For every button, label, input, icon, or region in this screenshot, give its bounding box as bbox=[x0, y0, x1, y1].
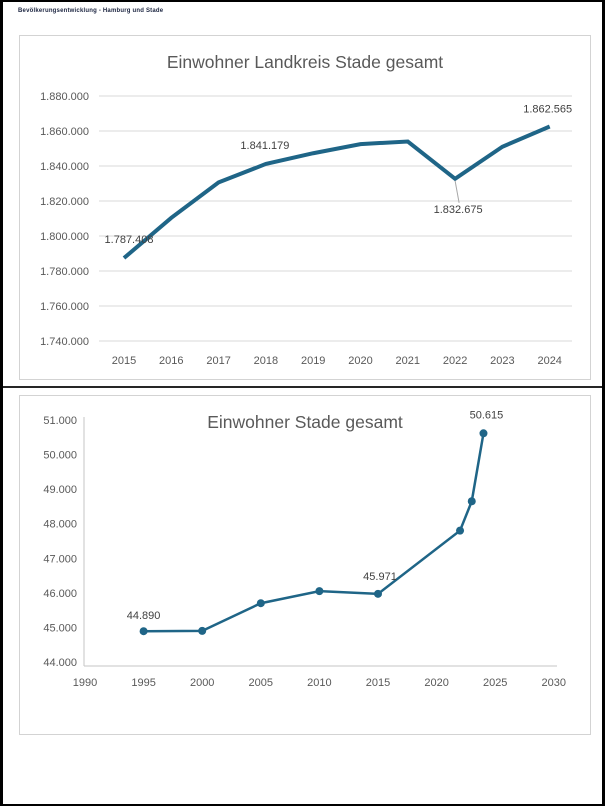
y-tick-label: 1.860.000 bbox=[40, 126, 89, 138]
y-tick-label: 49.000 bbox=[43, 484, 77, 496]
x-tick-label: 2021 bbox=[396, 355, 420, 367]
x-tick-label: 2017 bbox=[206, 355, 230, 367]
chart1-panel: 1.880.000 1.860.000 1.840.000 1.820.000 1.80… bbox=[19, 35, 591, 380]
data-label: 44.890 bbox=[127, 610, 161, 622]
x-tick-label: 2023 bbox=[490, 355, 514, 367]
x-tick-label: 2022 bbox=[443, 355, 467, 367]
chart2-canvas: 51.000 50.000 49.000 48.000 47.000 46.000 45.0… bbox=[43, 409, 566, 689]
y-tick-label: 51.000 bbox=[43, 415, 77, 427]
data-point-marker bbox=[374, 589, 382, 598]
x-tick-label: 2000 bbox=[190, 677, 214, 689]
data-point-marker bbox=[198, 626, 207, 635]
document-header-text: Bevölkerungsentwicklung - Hamburg und St… bbox=[18, 8, 164, 14]
data-point-marker bbox=[467, 497, 476, 506]
x-tick-label: 2025 bbox=[483, 677, 507, 689]
y-tick-label: 1.740.000 bbox=[40, 336, 89, 348]
data-label: 1.787.408 bbox=[105, 234, 154, 246]
x-tick-label: 2010 bbox=[307, 677, 331, 689]
data-point-marker bbox=[256, 599, 265, 608]
y-tick-label: 1.760.000 bbox=[40, 301, 89, 313]
data-label: 1.841.179 bbox=[240, 140, 289, 152]
y-tick-label: 50.000 bbox=[43, 450, 77, 462]
data-label-leader-line bbox=[454, 180, 460, 203]
x-tick-label: 2019 bbox=[301, 355, 325, 367]
x-tick-label: 2030 bbox=[542, 677, 566, 689]
x-tick-label: 2005 bbox=[249, 677, 273, 689]
y-tick-label: 1.780.000 bbox=[40, 266, 89, 278]
chart1-title: Einwohner Landkreis Stade gesamt bbox=[166, 52, 444, 72]
data-label: 50.615 bbox=[470, 409, 504, 421]
y-tick-label: 48.000 bbox=[43, 519, 77, 531]
x-tick-label: 2015 bbox=[112, 355, 136, 367]
chart2-panel: 51.000 50.000 49.000 48.000 47.000 46.000 45.0… bbox=[19, 395, 591, 735]
chart2-title: Einwohner Stade gesamt bbox=[207, 412, 403, 432]
y-tick-label: 46.000 bbox=[43, 588, 77, 600]
y-tick-label: 1.880.000 bbox=[40, 91, 89, 103]
data-point-marker bbox=[456, 526, 465, 535]
section-divider bbox=[3, 386, 602, 388]
series-line bbox=[143, 433, 485, 633]
data-point-marker bbox=[139, 627, 148, 636]
y-tick-label: 45.000 bbox=[43, 622, 77, 634]
y-tick-label: 47.000 bbox=[43, 553, 77, 565]
data-point-marker bbox=[479, 429, 488, 438]
y-tick-label: 1.800.000 bbox=[40, 231, 89, 243]
x-tick-label: 2020 bbox=[348, 355, 372, 367]
y-tick-label: 1.840.000 bbox=[40, 161, 89, 173]
data-point-marker bbox=[315, 587, 324, 596]
x-tick-label: 2024 bbox=[537, 355, 561, 367]
data-label: 1.832.675 bbox=[434, 204, 483, 216]
x-tick-label: 1990 bbox=[73, 677, 97, 689]
x-tick-label: 2020 bbox=[424, 677, 448, 689]
x-tick-label: 2018 bbox=[254, 355, 278, 367]
data-label: 45.971 bbox=[363, 571, 397, 583]
y-tick-label: 1.820.000 bbox=[40, 196, 89, 208]
data-label: 1.862.565 bbox=[523, 104, 572, 116]
chart1-canvas: 1.880.000 1.860.000 1.840.000 1.820.000 1.80… bbox=[40, 91, 572, 367]
x-tick-label: 2015 bbox=[366, 677, 390, 689]
x-tick-label: 2016 bbox=[159, 355, 183, 367]
series-line bbox=[122, 124, 551, 260]
y-tick-label: 44.000 bbox=[43, 657, 77, 669]
x-tick-label: 1995 bbox=[131, 677, 155, 689]
